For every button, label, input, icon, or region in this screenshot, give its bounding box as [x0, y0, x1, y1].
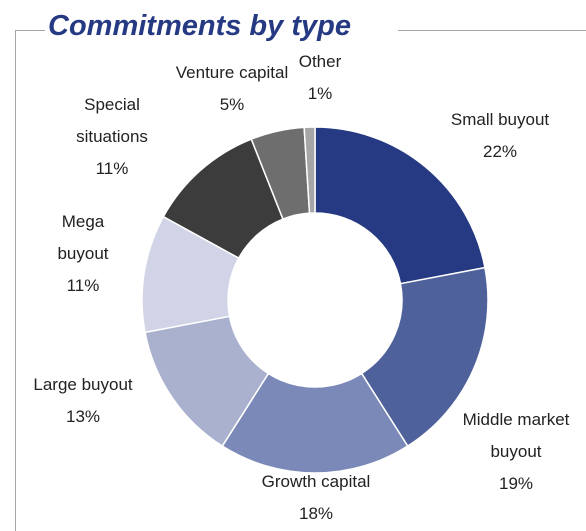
- frame: [398, 30, 586, 31]
- category-label: Venture capital: [175, 63, 289, 82]
- category-label: Growth capital: [261, 472, 371, 491]
- data-label: Mega buyout 11%: [43, 206, 123, 302]
- slice: [221, 372, 409, 474]
- value-label: 13%: [65, 407, 101, 426]
- value-label: 11%: [95, 159, 129, 178]
- data-label: Other 1%: [280, 46, 360, 110]
- category-label: Mega buyout: [57, 212, 109, 263]
- data-label: Small buyout 22%: [425, 104, 575, 168]
- value-label: 19%: [498, 474, 534, 493]
- chart-title: Commitments by type: [48, 10, 351, 42]
- data-label: Middle market buyout 19%: [436, 404, 586, 500]
- frame: [15, 30, 16, 531]
- frame: [15, 30, 45, 31]
- data-label: Special situations 11%: [57, 89, 167, 185]
- category-label: Special situations: [76, 95, 148, 146]
- value-label: 11%: [66, 276, 100, 295]
- value-label: 18%: [298, 504, 334, 523]
- slice: [314, 126, 486, 285]
- category-label: Middle market buyout: [462, 410, 570, 461]
- value-label: 5%: [219, 95, 245, 114]
- data-label: Venture capital 5%: [152, 57, 312, 121]
- data-label: Large buyout 13%: [13, 369, 153, 433]
- category-label: Small buyout: [450, 110, 550, 129]
- category-label: Large buyout: [33, 375, 133, 394]
- slice: [303, 126, 316, 214]
- category-label: Other: [298, 52, 342, 71]
- data-label: Growth capital 18%: [241, 466, 391, 530]
- value-label: 1%: [307, 84, 333, 103]
- slice: [360, 266, 489, 448]
- value-label: 22%: [482, 142, 518, 161]
